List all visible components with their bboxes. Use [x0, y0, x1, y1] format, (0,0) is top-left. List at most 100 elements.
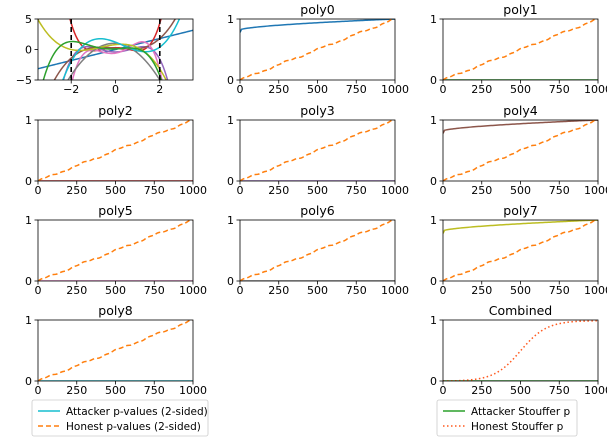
- y-tick-label: 1: [430, 114, 437, 127]
- x-tick-label: 750: [144, 184, 165, 197]
- plot-area: [443, 120, 598, 181]
- y-tick-label: 1: [25, 314, 32, 327]
- chart-title: poly0: [300, 2, 334, 17]
- y-tick-label: 0: [227, 275, 234, 288]
- chart-title: poly6: [300, 203, 334, 218]
- x-tick-label: 750: [549, 184, 570, 197]
- y-tick-label: 0: [430, 275, 437, 288]
- chart-poly8: 0 250 500 750 1000 0 1 poly8: [25, 303, 207, 397]
- x-tick-label: 500: [307, 184, 328, 197]
- poly-curve-3: [53, 19, 177, 80]
- chart-poly2: 0 250 500 750 1000 0 1 poly2: [25, 103, 207, 197]
- polynomial-chart: −2 0 2 −5 0 5: [16, 13, 194, 96]
- y-tick-label: 1: [227, 114, 234, 127]
- poly-curve-4: [71, 41, 163, 80]
- y-tick-label: 0: [25, 44, 32, 57]
- y-tick-label: 0: [227, 175, 234, 188]
- plot-area: [240, 120, 395, 181]
- honest-line: [38, 320, 193, 381]
- x-tick-label: 500: [510, 184, 531, 197]
- y-tick-label: 1: [227, 13, 234, 26]
- y-tick-label: −5: [16, 74, 32, 87]
- x-tick-label: 750: [346, 284, 367, 297]
- honest-line: [240, 120, 395, 181]
- x-tick-label: 1000: [584, 83, 607, 96]
- x-tick-label: 1000: [381, 83, 409, 96]
- chart-title: poly4: [503, 103, 537, 118]
- honest-line: [240, 19, 395, 80]
- x-tick-label: 0: [35, 384, 42, 397]
- y-tick-label: 0: [430, 375, 437, 388]
- y-tick-label: 0: [25, 175, 32, 188]
- x-tick-label: 750: [144, 284, 165, 297]
- chart-title: poly3: [300, 103, 334, 118]
- x-tick-label: 2: [156, 83, 163, 96]
- y-tick-label: 0: [227, 74, 234, 87]
- chart-combined: 0 250 500 750 1000 0 1 Combined: [430, 303, 607, 397]
- legend-left: Attacker p-values (2-sided) Honest p-valu…: [31, 399, 209, 437]
- poly-curve-6: [38, 19, 167, 80]
- x-tick-label: −2: [63, 83, 79, 96]
- y-tick-label: 1: [227, 214, 234, 227]
- x-tick-label: 0: [35, 284, 42, 297]
- y-tick-label: 1: [25, 214, 32, 227]
- attacker-line: [443, 220, 598, 234]
- chart-title: Combined: [489, 303, 553, 318]
- y-tick-label: 0: [25, 375, 32, 388]
- x-tick-label: 500: [307, 83, 328, 96]
- honest-line: [38, 120, 193, 181]
- honest-line: [443, 19, 598, 80]
- honest-line: [443, 320, 598, 381]
- x-tick-label: 0: [237, 83, 244, 96]
- y-tick-label: 1: [430, 214, 437, 227]
- legend-label: Honest Stouffer p: [471, 421, 564, 433]
- honest-line: [38, 220, 193, 281]
- x-tick-label: 1000: [584, 184, 607, 197]
- plot-area: [240, 19, 395, 80]
- x-tick-label: 500: [510, 384, 531, 397]
- chart-title: poly1: [503, 2, 537, 17]
- honest-line: [240, 220, 395, 281]
- legend-label: Attacker Stouffer p: [471, 406, 570, 418]
- y-tick-label: 5: [25, 13, 32, 26]
- x-tick-label: 250: [66, 184, 87, 197]
- x-tick-label: 250: [471, 384, 492, 397]
- legend-label: Honest p-values (2-sided): [66, 421, 201, 433]
- chart-title: poly7: [503, 203, 537, 218]
- chart-title: poly2: [98, 103, 132, 118]
- x-tick-label: 250: [268, 83, 289, 96]
- axes-frame: [442, 319, 599, 382]
- x-tick-label: 250: [268, 184, 289, 197]
- y-tick-label: 0: [25, 275, 32, 288]
- plot-area: [443, 220, 598, 281]
- x-tick-label: 500: [105, 384, 126, 397]
- poly-curve-8: [42, 40, 163, 80]
- x-tick-label: 0: [440, 184, 447, 197]
- x-tick-label: 250: [471, 284, 492, 297]
- honest-line: [443, 220, 598, 281]
- poly-curve-5: [67, 42, 161, 80]
- attacker-line: [240, 19, 395, 33]
- y-tick-label: 1: [25, 114, 32, 127]
- chart-title: poly8: [98, 303, 132, 318]
- plot-area: [443, 19, 598, 80]
- y-tick-label: 0: [430, 175, 437, 188]
- plot-area: [38, 320, 193, 381]
- x-tick-label: 500: [105, 284, 126, 297]
- x-tick-label: 500: [510, 284, 531, 297]
- y-tick-label: 0: [430, 74, 437, 87]
- plot-area: [38, 120, 193, 181]
- x-tick-label: 1000: [179, 184, 207, 197]
- x-tick-label: 250: [268, 284, 289, 297]
- chart-title: poly5: [98, 203, 132, 218]
- plot-area: [38, 19, 193, 80]
- legend-box: [31, 399, 209, 437]
- plot-area: [240, 220, 395, 281]
- x-tick-label: 750: [144, 384, 165, 397]
- x-tick-label: 1000: [381, 284, 409, 297]
- x-tick-label: 1000: [381, 184, 409, 197]
- attacker-line: [443, 120, 598, 134]
- x-tick-label: 750: [346, 83, 367, 96]
- y-tick-label: 1: [430, 314, 437, 327]
